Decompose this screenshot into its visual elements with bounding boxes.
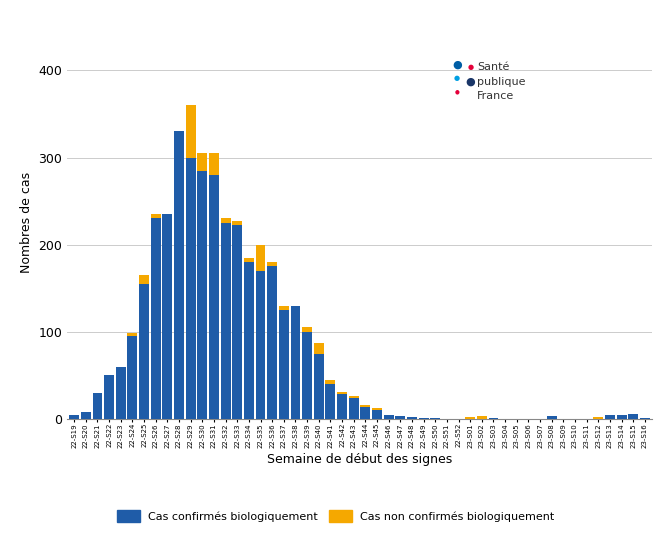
Bar xyxy=(407,417,417,419)
Bar xyxy=(220,223,230,419)
Bar xyxy=(139,284,149,419)
Bar xyxy=(349,396,359,398)
Bar xyxy=(372,410,382,419)
Bar xyxy=(605,416,615,419)
Bar xyxy=(325,380,335,384)
Bar xyxy=(104,375,114,419)
Bar xyxy=(349,398,359,419)
Text: ●: ● xyxy=(452,60,462,69)
X-axis label: Semaine de début des signes: Semaine de début des signes xyxy=(267,453,452,466)
Y-axis label: Nombres de cas: Nombres de cas xyxy=(20,172,33,273)
Text: ●: ● xyxy=(454,75,460,81)
Bar xyxy=(151,219,161,419)
Bar xyxy=(314,343,324,353)
Bar xyxy=(244,262,254,419)
Bar xyxy=(337,395,347,419)
Bar xyxy=(128,333,137,336)
Bar xyxy=(255,245,265,271)
Bar xyxy=(255,271,265,419)
Bar xyxy=(209,153,219,175)
Bar xyxy=(372,408,382,410)
Bar xyxy=(151,214,161,219)
Bar xyxy=(198,153,207,171)
Bar xyxy=(267,262,277,266)
Text: ●: ● xyxy=(467,64,474,70)
Bar xyxy=(337,392,347,395)
Bar xyxy=(593,417,603,419)
Bar xyxy=(81,412,91,419)
Bar xyxy=(279,306,289,310)
Text: ●: ● xyxy=(454,90,460,95)
Bar xyxy=(395,416,405,419)
Bar xyxy=(185,157,196,419)
Bar xyxy=(163,214,172,419)
Bar xyxy=(279,310,289,419)
Legend: Cas confirmés biologiquement, Cas non confirmés biologiquement: Cas confirmés biologiquement, Cas non co… xyxy=(113,506,559,526)
Bar xyxy=(628,413,638,419)
Bar xyxy=(477,416,487,419)
Text: Santé
publique
France: Santé publique France xyxy=(477,62,526,101)
Bar xyxy=(267,266,277,419)
Bar xyxy=(185,105,196,157)
Bar xyxy=(302,328,312,332)
Bar xyxy=(547,416,556,419)
Bar xyxy=(430,418,440,419)
Bar xyxy=(233,221,242,226)
Bar xyxy=(419,418,429,419)
Bar xyxy=(116,367,126,419)
Bar xyxy=(174,132,184,419)
Bar xyxy=(128,336,137,419)
Bar xyxy=(325,384,335,419)
Bar xyxy=(489,418,499,419)
Bar xyxy=(314,353,324,419)
Bar xyxy=(209,175,219,419)
Bar xyxy=(640,418,650,419)
Bar xyxy=(302,332,312,419)
Bar xyxy=(290,306,300,419)
Bar xyxy=(360,405,370,407)
Bar xyxy=(233,226,242,419)
Bar xyxy=(139,275,149,284)
Bar xyxy=(69,415,79,419)
Bar xyxy=(465,417,475,419)
Bar xyxy=(93,393,102,419)
Bar xyxy=(198,171,207,419)
Bar xyxy=(244,258,254,262)
Bar xyxy=(360,407,370,419)
Bar xyxy=(384,415,394,419)
Text: ●: ● xyxy=(466,77,475,86)
Bar xyxy=(617,415,626,419)
Bar xyxy=(220,219,230,223)
